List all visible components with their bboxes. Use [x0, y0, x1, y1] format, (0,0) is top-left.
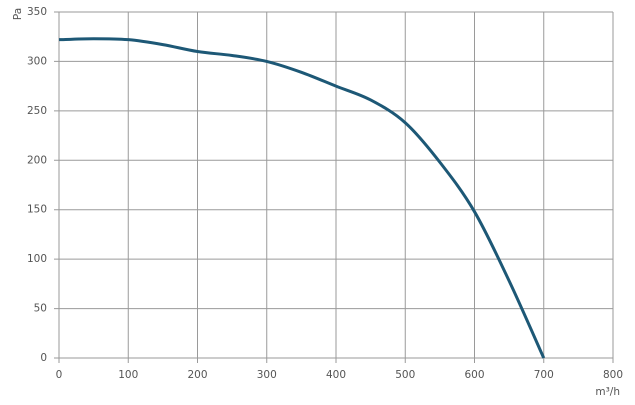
y-tick-label: 300 [27, 55, 47, 67]
x-tick-label: 400 [326, 369, 346, 381]
y-tick-label: 0 [40, 352, 47, 364]
y-axis-label: Pa [12, 8, 24, 20]
curve [58, 37, 546, 359]
x-tick-label: 700 [534, 369, 554, 381]
y-tick-label: 200 [27, 154, 47, 166]
y-tick-label: 250 [27, 105, 47, 117]
y-tick-label: 100 [27, 253, 47, 265]
x-tick-label: 0 [56, 369, 63, 381]
y-tick-label: 50 [34, 303, 47, 315]
x-tick-label: 600 [464, 369, 484, 381]
x-tick-label: 100 [118, 369, 138, 381]
x-tick-label: 800 [603, 369, 623, 381]
x-tick-label: 200 [187, 369, 207, 381]
x-tick-label: 500 [395, 369, 415, 381]
x-tick-label: 300 [257, 369, 277, 381]
y-tick-label: 350 [27, 6, 47, 18]
y-tick-label: 150 [27, 204, 47, 216]
x-axis-label: m³/h [595, 386, 620, 398]
